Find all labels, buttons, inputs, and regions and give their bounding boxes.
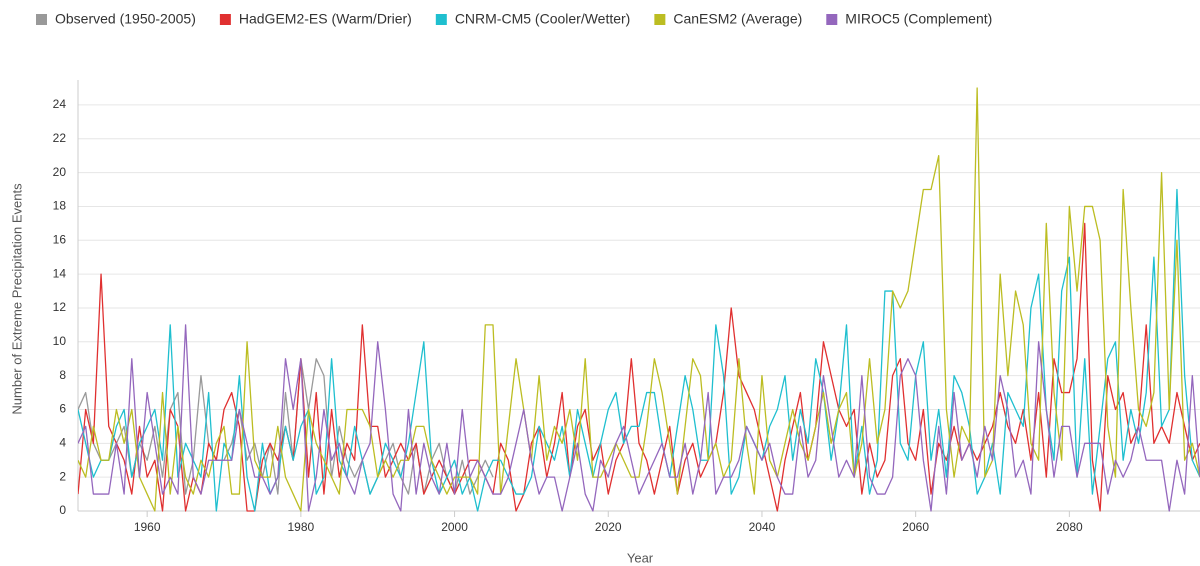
y-tick-label: 24 <box>53 97 67 111</box>
series-line <box>78 87 1200 512</box>
plot-area <box>78 87 1200 512</box>
y-axis-label: Number of Extreme Precipitation Events <box>9 183 24 415</box>
x-tick-label: 2000 <box>441 520 468 534</box>
series-line <box>78 324 1200 512</box>
x-tick-label: 2020 <box>595 520 622 534</box>
x-tick-label: 1960 <box>134 520 161 534</box>
series-line <box>78 188 1200 512</box>
legend-swatch <box>435 14 447 25</box>
x-tick-label: 2080 <box>1056 520 1083 534</box>
y-tick-label: 16 <box>53 232 67 246</box>
legend-label: CNRM-CM5 (Cooler/Wetter) <box>455 11 631 27</box>
y-tick-label: 12 <box>53 300 67 314</box>
y-tick-label: 4 <box>59 435 66 449</box>
y-tick-label: 0 <box>59 503 66 517</box>
y-tick-label: 2 <box>59 469 66 483</box>
legend-swatch <box>654 14 666 25</box>
y-tick-label: 22 <box>53 131 67 145</box>
legend-swatch <box>826 14 838 25</box>
x-axis-label: Year <box>627 550 654 565</box>
y-tick-label: 8 <box>59 368 66 382</box>
legend-swatch <box>219 14 231 25</box>
y-tick-label: 20 <box>53 165 67 179</box>
y-tick-label: 18 <box>53 199 67 213</box>
legend-label: Observed (1950-2005) <box>55 11 196 27</box>
y-tick-label: 10 <box>53 334 67 348</box>
x-tick-label: 1980 <box>288 520 315 534</box>
x-tick-label: 2040 <box>749 520 776 534</box>
x-tick-label: 2060 <box>902 520 929 534</box>
legend: Observed (1950-2005) HadGEM2-ES (Warm/Dri… <box>36 11 992 27</box>
legend-label: HadGEM2-ES (Warm/Drier) <box>239 11 412 27</box>
legend-swatch <box>36 14 47 25</box>
y-tick-label: 6 <box>59 402 66 416</box>
series-line <box>78 222 1200 512</box>
y-tick-label: 14 <box>53 266 67 280</box>
legend-label: MIROC5 (Complement) <box>845 11 992 27</box>
legend-label: CanESM2 (Average) <box>673 11 802 27</box>
